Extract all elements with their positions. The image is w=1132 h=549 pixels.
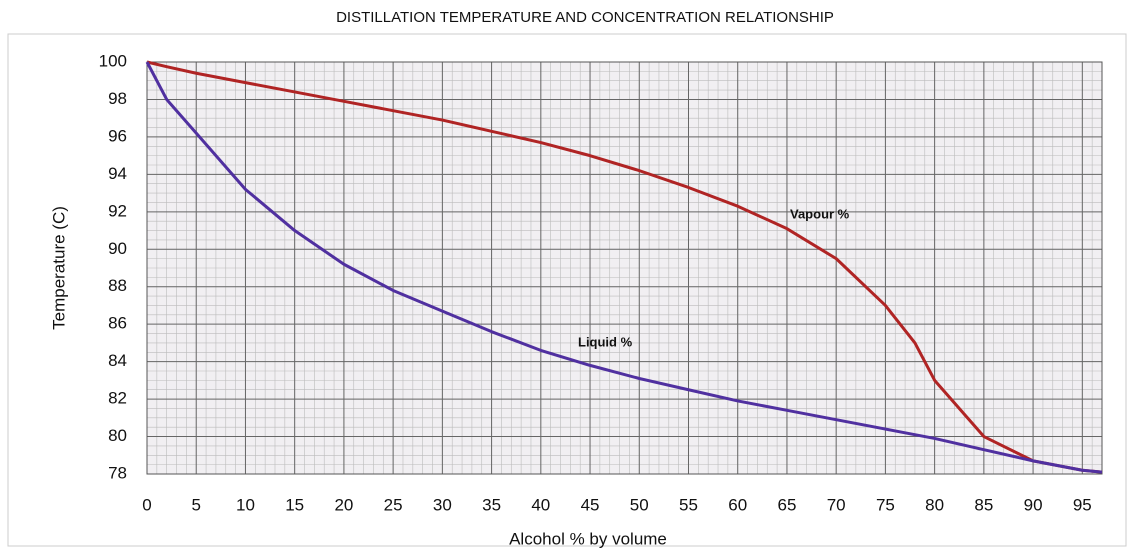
x-tick-label: 60 — [728, 495, 747, 514]
x-tick-label: 30 — [433, 495, 452, 514]
y-tick-label: 92 — [108, 201, 127, 220]
x-tick-label: 65 — [777, 495, 796, 514]
x-tick-label: 75 — [876, 495, 895, 514]
x-axis-label: Alcohol % by volume — [509, 529, 667, 548]
y-tick-label: 80 — [108, 426, 127, 445]
x-tick-label: 35 — [482, 495, 501, 514]
x-tick-label: 55 — [679, 495, 698, 514]
x-tick-label: 70 — [827, 495, 846, 514]
plot-border — [146, 61, 1103, 475]
y-tick-label: 98 — [108, 89, 127, 108]
x-tick-label: 50 — [630, 495, 649, 514]
y-tick-label: 88 — [108, 276, 127, 295]
x-tick-label: 90 — [1024, 495, 1043, 514]
x-tick-label: 15 — [285, 495, 304, 514]
y-tick-label: 78 — [108, 463, 127, 482]
x-tick-label: 80 — [925, 495, 944, 514]
y-tick-label: 94 — [108, 164, 127, 183]
x-tick-label: 20 — [334, 495, 353, 514]
series-label: Liquid % — [578, 334, 633, 349]
series-label: Vapour % — [790, 206, 850, 221]
y-tick-label: 82 — [108, 389, 127, 408]
y-tick-label: 90 — [108, 239, 127, 258]
x-tick-label: 5 — [191, 495, 200, 514]
y-tick-label: 86 — [108, 314, 127, 333]
chart-title: DISTILLATION TEMPERATURE AND CONCENTRATI… — [336, 9, 834, 26]
series-line — [145, 61, 1103, 474]
x-tick-label: 25 — [384, 495, 403, 514]
y-tick-label: 84 — [108, 351, 127, 370]
y-axis-label: Temperature (C) — [49, 206, 68, 330]
x-tick-label: 45 — [581, 495, 600, 514]
x-tick-label: 95 — [1073, 495, 1092, 514]
x-tick-label: 10 — [236, 495, 255, 514]
y-tick-label: 96 — [108, 126, 127, 145]
series-line — [146, 60, 1103, 474]
x-tick-label: 40 — [531, 495, 550, 514]
x-tick-label: 0 — [142, 495, 151, 514]
x-tick-label: 85 — [974, 495, 993, 514]
y-tick-label: 100 — [99, 51, 127, 70]
